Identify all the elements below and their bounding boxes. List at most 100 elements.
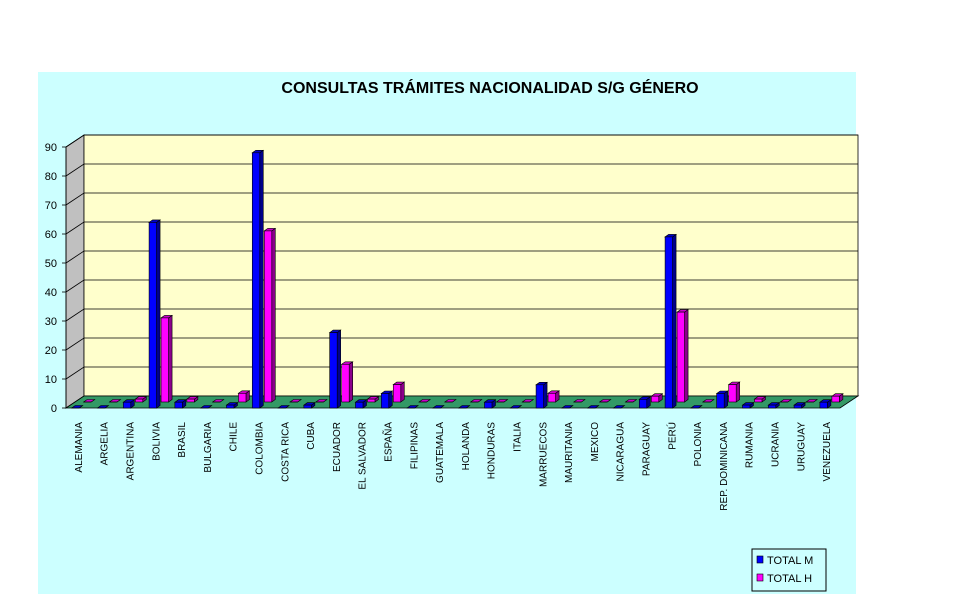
bar-total-m-front bbox=[819, 401, 828, 409]
bar-total-m-side bbox=[388, 390, 393, 409]
bar-total-m bbox=[509, 405, 523, 409]
bar-total-h bbox=[701, 399, 715, 403]
bar-total-h bbox=[108, 399, 122, 403]
bar-total-h-front bbox=[547, 392, 556, 403]
category-label: REP. DOMINICANA bbox=[719, 422, 730, 511]
legend-label: TOTAL H bbox=[767, 573, 812, 585]
category-label: ARGELIA bbox=[100, 422, 111, 466]
bar-total-h-side bbox=[735, 381, 740, 403]
bar-total-h bbox=[753, 396, 767, 403]
bar-total-h bbox=[366, 396, 380, 403]
category-label: ALEMANIA bbox=[74, 422, 85, 473]
category-label: HONDURAS bbox=[487, 422, 498, 480]
bar-total-m bbox=[818, 399, 832, 409]
bar-total-m-front bbox=[535, 384, 544, 409]
bar-total-m-front bbox=[716, 393, 725, 409]
bar-total-h-front bbox=[238, 392, 247, 403]
bar-total-h bbox=[418, 399, 432, 403]
legend-label: TOTAL M bbox=[767, 555, 813, 567]
bar-total-m bbox=[612, 405, 626, 409]
gridline bbox=[65, 163, 858, 177]
category-label: CUBA bbox=[306, 422, 317, 450]
bar-total-h-front bbox=[341, 363, 350, 403]
bar-total-h bbox=[340, 361, 354, 403]
gridline bbox=[65, 366, 858, 380]
bar-total-h bbox=[211, 399, 225, 403]
bar-total-m-side bbox=[543, 381, 548, 409]
bar-total-h bbox=[443, 399, 457, 403]
y-tick-label: 80 bbox=[45, 171, 57, 183]
bar-total-m bbox=[251, 149, 265, 409]
bar-total-h-side bbox=[348, 361, 353, 403]
category-label: CHILE bbox=[229, 422, 240, 452]
gridline bbox=[65, 308, 858, 322]
category-label: BOLIVIA bbox=[151, 422, 162, 461]
gridline bbox=[65, 192, 858, 206]
bar-total-m-front bbox=[174, 401, 183, 409]
legend: TOTAL M TOTAL H bbox=[751, 548, 827, 592]
bar-total-h bbox=[237, 390, 251, 403]
category-label: ESPAÑA bbox=[382, 422, 395, 462]
bar-total-m bbox=[70, 405, 84, 409]
y-tick-label: 40 bbox=[45, 287, 57, 299]
bar-total-m bbox=[586, 405, 600, 409]
bar-total-h-front bbox=[754, 398, 763, 403]
category-label: EL SALVADOR bbox=[358, 422, 369, 490]
bar-total-h bbox=[263, 227, 277, 403]
category-labels: ALEMANIA ARGELIA ARGENTINA BOLIVIA BRASIL BUL… bbox=[74, 422, 833, 511]
category-label: ECUADOR bbox=[332, 422, 343, 472]
bar-total-h-front bbox=[263, 230, 273, 403]
bar-total-m-side bbox=[336, 329, 341, 409]
back-wall bbox=[83, 134, 859, 397]
category-label: COSTA RICA bbox=[280, 422, 291, 482]
bar-total-h-side bbox=[168, 314, 173, 403]
bar-total-h bbox=[185, 396, 199, 403]
bar-total-m-side bbox=[259, 149, 264, 409]
bar-total-h bbox=[830, 393, 844, 403]
bar-total-m bbox=[741, 402, 755, 409]
bar-total-m-front bbox=[767, 404, 777, 409]
bar-total-h-front bbox=[134, 398, 144, 403]
plot-walls bbox=[65, 134, 859, 409]
category-label: PARAGUAY bbox=[642, 422, 653, 476]
bar-total-h bbox=[572, 399, 586, 403]
bar-total-h bbox=[624, 399, 638, 403]
y-tick-label: 60 bbox=[45, 229, 57, 241]
bar-total-h-side bbox=[684, 309, 689, 403]
bar-total-m bbox=[173, 399, 187, 409]
y-tick-label: 10 bbox=[45, 374, 57, 386]
category-label: HOLANDA bbox=[461, 422, 472, 471]
bar-total-m bbox=[767, 402, 781, 409]
bar-total-m bbox=[328, 329, 342, 409]
gridline bbox=[65, 250, 858, 264]
bar-total-m-front bbox=[303, 404, 312, 409]
bar-total-m bbox=[225, 402, 239, 409]
y-tick-label: 70 bbox=[45, 200, 57, 212]
bar-total-h-front bbox=[676, 311, 685, 403]
bar-total-m bbox=[199, 405, 213, 409]
bar-total-m-front bbox=[484, 401, 493, 409]
bar-total-h bbox=[392, 381, 406, 403]
bar-total-h-front bbox=[392, 384, 402, 403]
gridline bbox=[65, 337, 858, 351]
bar-total-h bbox=[134, 396, 148, 403]
category-label: POLONIA bbox=[693, 422, 704, 467]
category-label: COLOMBIA bbox=[255, 422, 266, 475]
bar-total-m-front bbox=[122, 401, 132, 409]
bar-total-h-side bbox=[271, 227, 276, 403]
category-label: FILIPINAS bbox=[409, 422, 420, 470]
bar-total-h bbox=[521, 399, 535, 403]
bar-total-h-front bbox=[186, 398, 195, 403]
legend-swatch bbox=[756, 573, 764, 582]
bar-total-m bbox=[638, 396, 652, 409]
bar-total-m bbox=[380, 390, 394, 409]
bar-total-h bbox=[598, 399, 612, 403]
bar-total-m-front bbox=[742, 404, 751, 409]
bar-total-m bbox=[148, 219, 162, 409]
bar-total-m-front bbox=[226, 404, 235, 409]
category-label: RUMANIA bbox=[745, 422, 756, 468]
bar-total-m-front bbox=[638, 398, 648, 409]
y-tick-label: 90 bbox=[45, 142, 57, 154]
bar-total-m bbox=[302, 402, 316, 409]
